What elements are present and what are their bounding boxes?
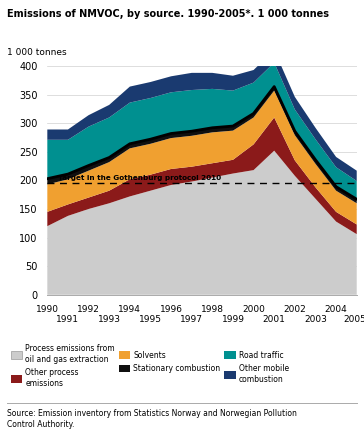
- Text: 2002: 2002: [284, 305, 306, 314]
- Text: 1990: 1990: [36, 305, 59, 314]
- Text: 1994: 1994: [118, 305, 141, 314]
- Text: 1 000 tonnes: 1 000 tonnes: [7, 48, 67, 57]
- Text: 1991: 1991: [56, 315, 79, 324]
- Text: 2001: 2001: [263, 315, 286, 324]
- Text: 2000: 2000: [242, 305, 265, 314]
- Text: Emissions of NMVOC, by source. 1990-2005*. 1 000 tonnes: Emissions of NMVOC, by source. 1990-2005…: [7, 9, 329, 19]
- Text: 1998: 1998: [201, 305, 224, 314]
- Text: 1993: 1993: [98, 315, 121, 324]
- Text: Source: Emission inventory from Statistics Norway and Norwegian Pollution
Contro: Source: Emission inventory from Statisti…: [7, 409, 297, 429]
- Text: 1992: 1992: [77, 305, 100, 314]
- Text: 2004: 2004: [325, 305, 348, 314]
- Text: 1995: 1995: [139, 315, 162, 324]
- Text: 2003: 2003: [304, 315, 327, 324]
- Legend: Process emissions from
oil and gas extraction, Other process
emissions, Solvents: Process emissions from oil and gas extra…: [11, 345, 289, 388]
- Text: 2005*: 2005*: [343, 315, 364, 324]
- Text: 1997: 1997: [180, 315, 203, 324]
- Text: Target in the Gothenburg protocol 2010: Target in the Gothenburg protocol 2010: [58, 175, 221, 181]
- Text: 1996: 1996: [159, 305, 183, 314]
- Text: 1999: 1999: [221, 315, 245, 324]
